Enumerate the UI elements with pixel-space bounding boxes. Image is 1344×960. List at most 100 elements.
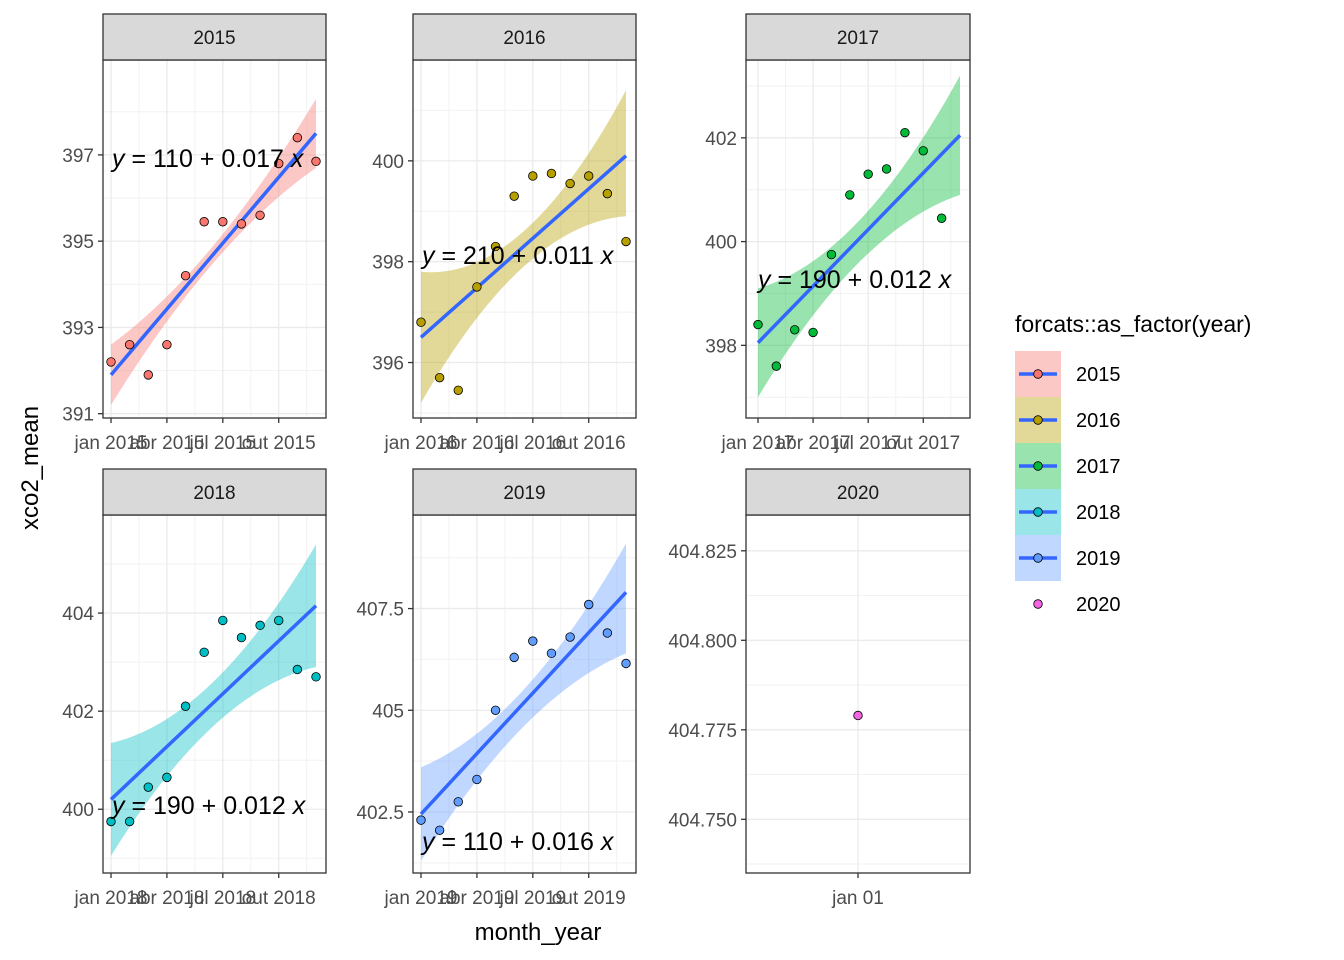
regression-line bbox=[419, 591, 628, 816]
legend-label: 2016 bbox=[1076, 410, 1121, 432]
data-point bbox=[236, 632, 247, 643]
data-point bbox=[528, 171, 538, 181]
y-tick-label: 404.800 bbox=[668, 631, 737, 652]
data-point bbox=[546, 648, 557, 659]
panel-2019: y = 110 + 0.016 x 2019 402.5 405 407.5 jan 20… bbox=[356, 468, 637, 909]
strip-background bbox=[102, 13, 327, 61]
x-tick-label: out 2016 bbox=[552, 433, 626, 454]
data-point bbox=[881, 164, 892, 174]
panel-background bbox=[413, 515, 636, 873]
y-tick-label: 402 bbox=[705, 129, 737, 150]
legend-title: forcats::as_factor(year) bbox=[1015, 311, 1251, 337]
data-point bbox=[416, 317, 426, 327]
equation-y: y bbox=[110, 145, 126, 173]
y-tick-label: 393 bbox=[62, 318, 94, 339]
data-point bbox=[218, 615, 228, 626]
x-tick-label: abr 2015 bbox=[129, 433, 204, 454]
panel-background bbox=[103, 60, 326, 418]
x-tick-label: out 2017 bbox=[886, 433, 960, 454]
x-tick-label: abr 2019 bbox=[439, 888, 514, 909]
x-tick-label: jan 01 bbox=[831, 888, 884, 909]
data-point bbox=[292, 132, 303, 143]
legend-item-2018: 2018 bbox=[1015, 489, 1121, 535]
equation-coefficients: = 110 + 0.017 bbox=[125, 145, 291, 173]
data-point bbox=[900, 127, 910, 138]
x-tick-label: abr 2017 bbox=[776, 433, 851, 454]
x-tick-label: jul 2017 bbox=[834, 433, 902, 454]
x-tick-label: jul 2015 bbox=[189, 433, 257, 454]
equation-y: y bbox=[420, 828, 436, 856]
regression-line bbox=[419, 154, 628, 339]
equation-y: y bbox=[110, 792, 126, 820]
x-tick-label: jan 2017 bbox=[721, 433, 795, 454]
data-point bbox=[771, 361, 782, 371]
y-tick-label: 404.775 bbox=[668, 721, 737, 742]
data-point bbox=[936, 213, 947, 223]
strip-label: 2017 bbox=[837, 28, 879, 49]
data-point bbox=[274, 615, 284, 626]
x-tick-label: jul 2018 bbox=[189, 888, 257, 909]
data-point bbox=[106, 816, 116, 827]
data-point bbox=[602, 628, 613, 638]
y-axis-title: xco2_mean bbox=[17, 406, 44, 530]
equation-y: y bbox=[756, 266, 772, 294]
strip-label: 2019 bbox=[503, 483, 545, 504]
legend-label: 2015 bbox=[1076, 364, 1121, 386]
data-point bbox=[509, 191, 519, 201]
data-point bbox=[274, 158, 284, 169]
strip-background bbox=[102, 468, 327, 516]
x-tick-label: jul 2019 bbox=[499, 888, 567, 909]
data-point bbox=[808, 327, 818, 338]
panel-2018: y = 190 + 0.012 x 2018 400 402 404 jan 2018ab… bbox=[62, 468, 327, 909]
y-tick-label: 402 bbox=[62, 702, 94, 723]
legend-key-point bbox=[1033, 507, 1043, 517]
data-point bbox=[602, 188, 613, 199]
panel-background bbox=[413, 60, 636, 418]
x-tick-label: out 2019 bbox=[552, 888, 626, 909]
x-tick-label: out 2015 bbox=[242, 433, 316, 454]
y-tick-label: 391 bbox=[62, 405, 94, 426]
data-point bbox=[453, 797, 463, 807]
data-point bbox=[143, 782, 153, 792]
regression-line bbox=[756, 134, 962, 344]
data-point bbox=[255, 620, 265, 631]
data-point bbox=[621, 658, 631, 669]
data-point bbox=[453, 385, 463, 395]
strip-label: 2016 bbox=[503, 28, 545, 49]
data-point bbox=[416, 815, 426, 825]
legend-label: 2018 bbox=[1076, 502, 1121, 524]
data-point bbox=[472, 774, 482, 785]
regression-equation: y = 190 + 0.012 x bbox=[110, 792, 307, 820]
legend-item-2015: 2015 bbox=[1015, 351, 1121, 397]
data-point bbox=[311, 672, 321, 682]
strip-label: 2020 bbox=[837, 483, 879, 504]
y-tick-label: 395 bbox=[62, 232, 94, 253]
equation-x: x bbox=[290, 145, 305, 173]
confidence-band bbox=[758, 75, 960, 398]
data-point bbox=[509, 652, 519, 663]
x-tick-label: jul 2016 bbox=[499, 433, 567, 454]
data-point bbox=[434, 825, 445, 835]
data-point bbox=[143, 370, 153, 380]
x-tick-label: jan 2019 bbox=[384, 888, 458, 909]
data-point bbox=[853, 710, 863, 721]
x-tick-label: abr 2018 bbox=[129, 888, 204, 909]
y-tick-label: 404 bbox=[62, 604, 94, 625]
data-point bbox=[180, 270, 191, 281]
legend-key-point bbox=[1033, 599, 1043, 609]
equation-x: x bbox=[600, 242, 615, 270]
data-point bbox=[845, 190, 855, 200]
legend-item-2016: 2016 bbox=[1015, 397, 1121, 443]
legend: 2015 2016 2017 2018 2019 2020 bbox=[1015, 351, 1121, 616]
data-point bbox=[584, 599, 594, 610]
legend-label: 2020 bbox=[1076, 594, 1121, 616]
y-tick-label: 396 bbox=[372, 354, 404, 375]
y-tick-label: 397 bbox=[62, 146, 94, 167]
data-point bbox=[826, 249, 837, 260]
data-point bbox=[565, 632, 575, 642]
equation-coefficients: = 190 + 0.012 bbox=[771, 266, 939, 294]
x-tick-label: jan 2015 bbox=[74, 433, 148, 454]
data-point bbox=[292, 664, 303, 675]
equation-x: x bbox=[292, 792, 307, 820]
